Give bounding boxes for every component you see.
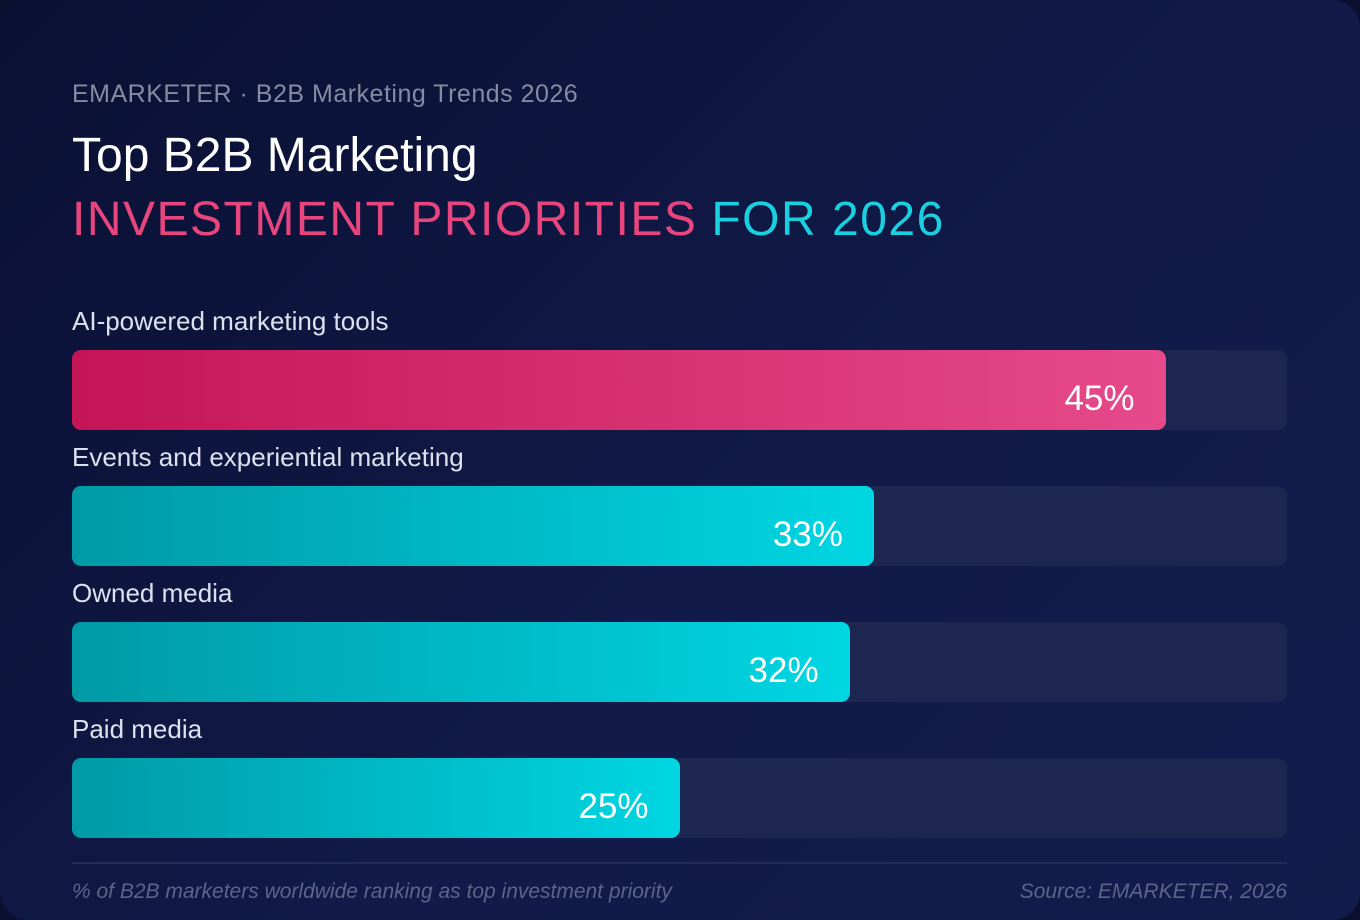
- value-label: 25%: [578, 787, 649, 826]
- bar-track: 32%: [72, 622, 1287, 702]
- title-line-1: Top B2B Marketing: [72, 129, 478, 182]
- kicker: EMARKETER · B2B Marketing Trends 2026: [72, 80, 579, 108]
- bar: 25%: [72, 758, 680, 838]
- bar-row: AI-powered marketing tools 45%: [72, 300, 1287, 436]
- title-rest: FOR 2026: [711, 193, 945, 246]
- chart-note: % of B2B marketers worldwide ranking as …: [72, 880, 672, 903]
- bar-track: 25%: [72, 758, 1287, 838]
- category-label: Events and experiential marketing: [72, 442, 464, 472]
- bar-row: Paid media 25%: [72, 708, 1287, 844]
- value-label: 45%: [1064, 379, 1135, 418]
- bar-row: Events and experiential marketing 33%: [72, 436, 1287, 572]
- bar: 33%: [72, 486, 874, 566]
- bar-track: 33%: [72, 486, 1287, 566]
- title-highlight: INVESTMENT PRIORITIES: [72, 193, 698, 246]
- category-label: AI-powered marketing tools: [72, 306, 389, 336]
- value-label: 33%: [772, 515, 843, 554]
- chart-source: Source: EMARKETER, 2026: [1019, 880, 1287, 903]
- category-label: Owned media: [72, 578, 233, 608]
- value-label: 32%: [748, 651, 819, 690]
- category-label: Paid media: [72, 714, 203, 744]
- bar: 32%: [72, 622, 850, 702]
- bar-chart: AI-powered marketing tools 45% Events and …: [72, 300, 1287, 844]
- title-line-2: INVESTMENT PRIORITIES FOR 2026: [72, 192, 945, 247]
- bar-track: 45%: [72, 350, 1287, 430]
- bar: 45%: [72, 350, 1166, 430]
- divider: [72, 862, 1287, 864]
- bar-row: Owned media 32%: [72, 572, 1287, 708]
